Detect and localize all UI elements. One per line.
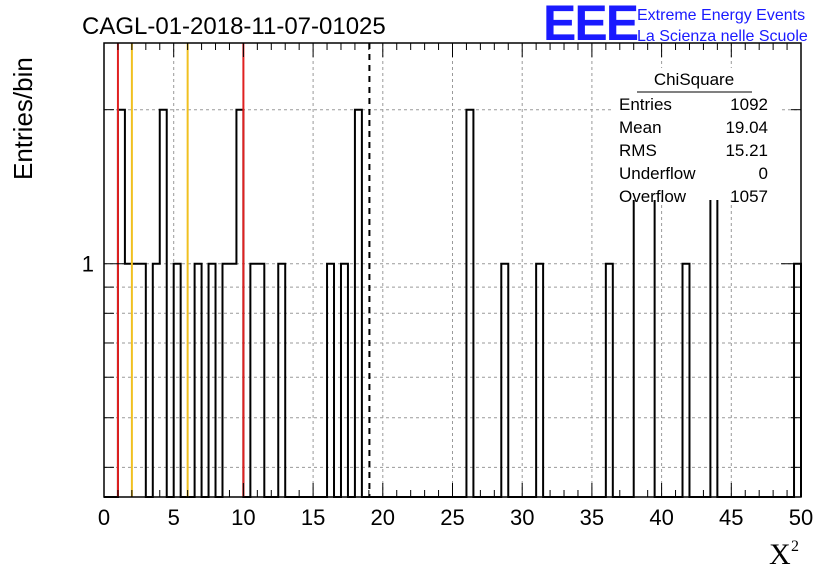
stats-box-background: [612, 68, 780, 200]
stats-label-underflow: Underflow: [619, 164, 696, 183]
stats-value-rms: 15.21: [725, 141, 768, 160]
stats-label-overflow: Overflow: [619, 187, 687, 206]
stats-value-overflow: 1057: [730, 187, 768, 206]
stats-label-mean: Mean: [619, 118, 662, 137]
stats-box: ChiSquare Entries 1092 Mean 19.04 RMS 15…: [612, 68, 780, 206]
eee-logo-line1: Extreme Energy Events: [637, 7, 805, 24]
x-tick-label: 5: [168, 505, 180, 530]
x-tick-label: 10: [231, 505, 255, 530]
eee-logo: EEE Extreme Energy Events La Scienza nel…: [543, 0, 808, 51]
x-tick-label: 45: [719, 505, 743, 530]
chart-title: CAGL-01-2018-11-07-01025: [82, 13, 386, 40]
y-axis-title: Entries/bin: [8, 57, 38, 180]
y-tick-label: 1: [82, 252, 94, 277]
stats-value-entries: 1092: [730, 95, 768, 114]
eee-logo-line2: La Scienza nelle Scuole: [637, 28, 808, 45]
marker-lines: [116, 43, 371, 497]
x-tick-label: 50: [789, 505, 813, 530]
stats-label-rms: RMS: [619, 141, 657, 160]
stats-box-title: ChiSquare: [654, 70, 734, 89]
stats-value-mean: 19.04: [725, 118, 768, 137]
x-tick-label: 35: [580, 505, 604, 530]
x-tick-label: 0: [98, 505, 110, 530]
x-tick-label: 30: [510, 505, 534, 530]
x-tick-label: 15: [301, 505, 325, 530]
stats-label-entries: Entries: [619, 95, 672, 114]
axis-ticks: 0 5 10 15 20 25 30 35 40 45 50 1: [82, 43, 813, 530]
x-tick-label: 25: [440, 505, 464, 530]
x-tick-label: 20: [371, 505, 395, 530]
x-axis-title-base: X: [769, 538, 791, 571]
x-axis-title: X 2: [769, 538, 799, 571]
x-tick-label: 40: [649, 505, 673, 530]
stats-value-underflow: 0: [759, 164, 768, 183]
x-axis-title-superscript: 2: [791, 538, 799, 555]
